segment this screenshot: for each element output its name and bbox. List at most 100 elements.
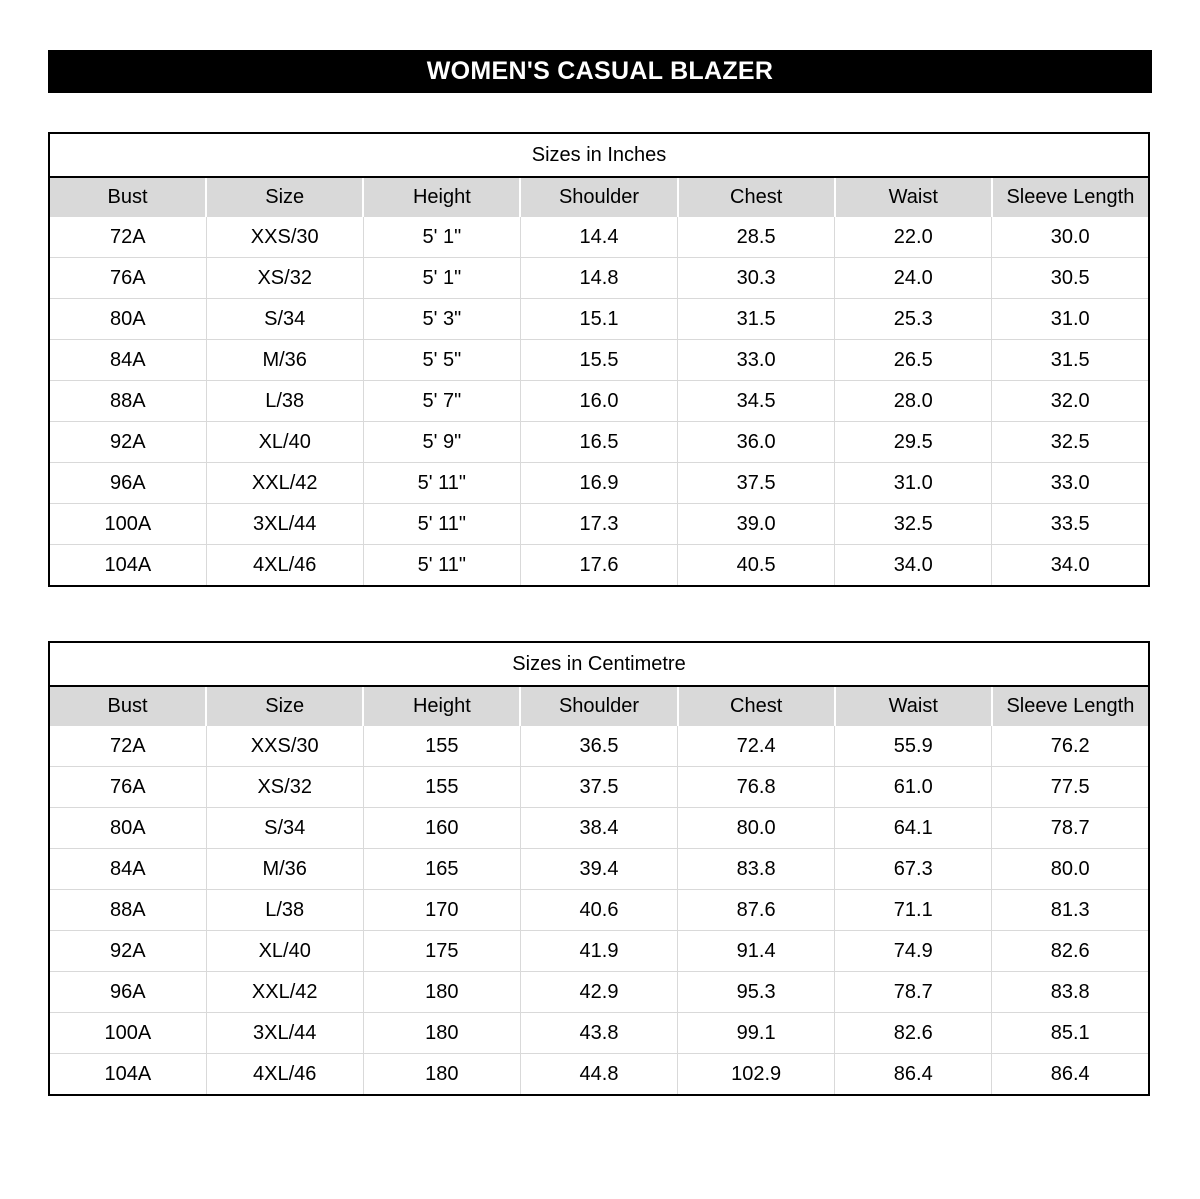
table-cell: 104A <box>49 544 207 586</box>
table-cell: XXL/42 <box>206 462 364 504</box>
table-body: 72A XXS/30 155 36.5 72.4 55.9 76.2 76A XS/32 155 3… <box>49 725 1149 1095</box>
table-cell: 88A <box>49 889 207 931</box>
table-cell: 34.0 <box>834 544 993 586</box>
table-row: 104A 4XL/46 180 44.8 102.9 86.4 86.4 <box>49 1053 1149 1095</box>
table-row: 76A XS/32 155 37.5 76.8 61.0 77.5 <box>49 766 1149 808</box>
column-header: Shoulder <box>520 686 679 726</box>
column-header: Sleeve Length <box>991 177 1149 217</box>
table-header-row: Bust Size Height Shoulder Chest Waist Sleeve L… <box>49 177 1149 217</box>
table-cell: 43.8 <box>520 1012 679 1054</box>
table-cell: 42.9 <box>520 971 679 1013</box>
table-cell: 28.0 <box>834 380 993 422</box>
table-row: 100A 3XL/44 180 43.8 99.1 82.6 85.1 <box>49 1012 1149 1054</box>
table-cell: 33.5 <box>991 503 1149 545</box>
table-cell: 180 <box>363 1012 521 1054</box>
table-cell: 34.5 <box>677 380 836 422</box>
table-cell: 85.1 <box>991 1012 1149 1054</box>
table-cell: 71.1 <box>834 889 993 931</box>
table-cell: XS/32 <box>206 257 364 299</box>
table-cell: 82.6 <box>834 1012 993 1054</box>
table-row: 96A XXL/42 5' 11" 16.9 37.5 31.0 33.0 <box>49 462 1149 504</box>
table-cell: 5' 3" <box>363 298 521 340</box>
table-cell: 16.9 <box>520 462 679 504</box>
table-cell: 37.5 <box>520 766 679 808</box>
table-cell: 78.7 <box>834 971 993 1013</box>
table-cell: 5' 7" <box>363 380 521 422</box>
table-cell: 3XL/44 <box>206 503 364 545</box>
table-row: 100A 3XL/44 5' 11" 17.3 39.0 32.5 33.5 <box>49 503 1149 545</box>
table-cell: 76A <box>49 766 207 808</box>
table-cell: M/36 <box>206 848 364 890</box>
column-header: Shoulder <box>520 177 679 217</box>
table-cell: 5' 1" <box>363 216 521 258</box>
table-cell: 36.0 <box>677 421 836 463</box>
table-cell: 74.9 <box>834 930 993 972</box>
table-row: 92A XL/40 5' 9" 16.5 36.0 29.5 32.5 <box>49 421 1149 463</box>
table-cell: XL/40 <box>206 421 364 463</box>
table-cell: 86.4 <box>991 1053 1149 1095</box>
table-cell: 72.4 <box>677 725 836 767</box>
table-cell: 31.0 <box>991 298 1149 340</box>
table-cell: 100A <box>49 503 207 545</box>
table-cell: 180 <box>363 1053 521 1095</box>
table-cell: 64.1 <box>834 807 993 849</box>
table-row: 84A M/36 5' 5" 15.5 33.0 26.5 31.5 <box>49 339 1149 381</box>
table-cell: 29.5 <box>834 421 993 463</box>
table-title-row: Sizes in Inches <box>49 133 1149 178</box>
table-cell: 37.5 <box>677 462 836 504</box>
table-cell: S/34 <box>206 807 364 849</box>
table-cell: 86.4 <box>834 1053 993 1095</box>
table-cell: 92A <box>49 421 207 463</box>
table-cell: 15.5 <box>520 339 679 381</box>
table-cell: 30.5 <box>991 257 1149 299</box>
table-cell: 61.0 <box>834 766 993 808</box>
column-header: Bust <box>49 177 208 217</box>
column-header: Chest <box>677 686 836 726</box>
table-cell: 44.8 <box>520 1053 679 1095</box>
table-cell: 155 <box>363 766 521 808</box>
table-cell: 80.0 <box>991 848 1149 890</box>
table-cell: 25.3 <box>834 298 993 340</box>
table-row: 72A XXS/30 155 36.5 72.4 55.9 76.2 <box>49 725 1149 767</box>
table-cell: XXS/30 <box>206 216 364 258</box>
table-cell: 34.0 <box>991 544 1149 586</box>
table-cell: 40.5 <box>677 544 836 586</box>
table-cell: 99.1 <box>677 1012 836 1054</box>
table-cell: XS/32 <box>206 766 364 808</box>
table-cell: 83.8 <box>991 971 1149 1013</box>
table-cell: 165 <box>363 848 521 890</box>
column-header: Height <box>363 177 522 217</box>
column-header: Waist <box>834 177 993 217</box>
table-cell: 96A <box>49 971 207 1013</box>
table-cell: 30.0 <box>991 216 1149 258</box>
table-cell: 78.7 <box>991 807 1149 849</box>
table-row: 96A XXL/42 180 42.9 95.3 78.7 83.8 <box>49 971 1149 1013</box>
table-cell: 76.2 <box>991 725 1149 767</box>
size-table-centimetre: Sizes in Centimetre Bust Size Height Should… <box>48 641 1150 1096</box>
table-cell: 5' 1" <box>363 257 521 299</box>
table-cell: S/34 <box>206 298 364 340</box>
table-cell: 95.3 <box>677 971 836 1013</box>
column-header: Size <box>206 177 365 217</box>
table-cell: 170 <box>363 889 521 931</box>
table-title: Sizes in Centimetre <box>49 642 1149 687</box>
column-header: Bust <box>49 686 208 726</box>
table-cell: 17.3 <box>520 503 679 545</box>
table-cell: 72A <box>49 216 207 258</box>
table-cell: 104A <box>49 1053 207 1095</box>
table-cell: 5' 11" <box>363 503 521 545</box>
table-cell: 38.4 <box>520 807 679 849</box>
table-cell: L/38 <box>206 889 364 931</box>
table-cell: XL/40 <box>206 930 364 972</box>
table-row: 72A XXS/30 5' 1" 14.4 28.5 22.0 30.0 <box>49 216 1149 258</box>
table-cell: 24.0 <box>834 257 993 299</box>
table-row: 80A S/34 160 38.4 80.0 64.1 78.7 <box>49 807 1149 849</box>
column-header: Sleeve Length <box>991 686 1149 726</box>
table-cell: 15.1 <box>520 298 679 340</box>
table-cell: 88A <box>49 380 207 422</box>
table-row: 88A L/38 170 40.6 87.6 71.1 81.3 <box>49 889 1149 931</box>
table-cell: 33.0 <box>991 462 1149 504</box>
table-cell: 5' 5" <box>363 339 521 381</box>
table-body: 72A XXS/30 5' 1" 14.4 28.5 22.0 30.0 76A XS/32 5'… <box>49 216 1149 586</box>
